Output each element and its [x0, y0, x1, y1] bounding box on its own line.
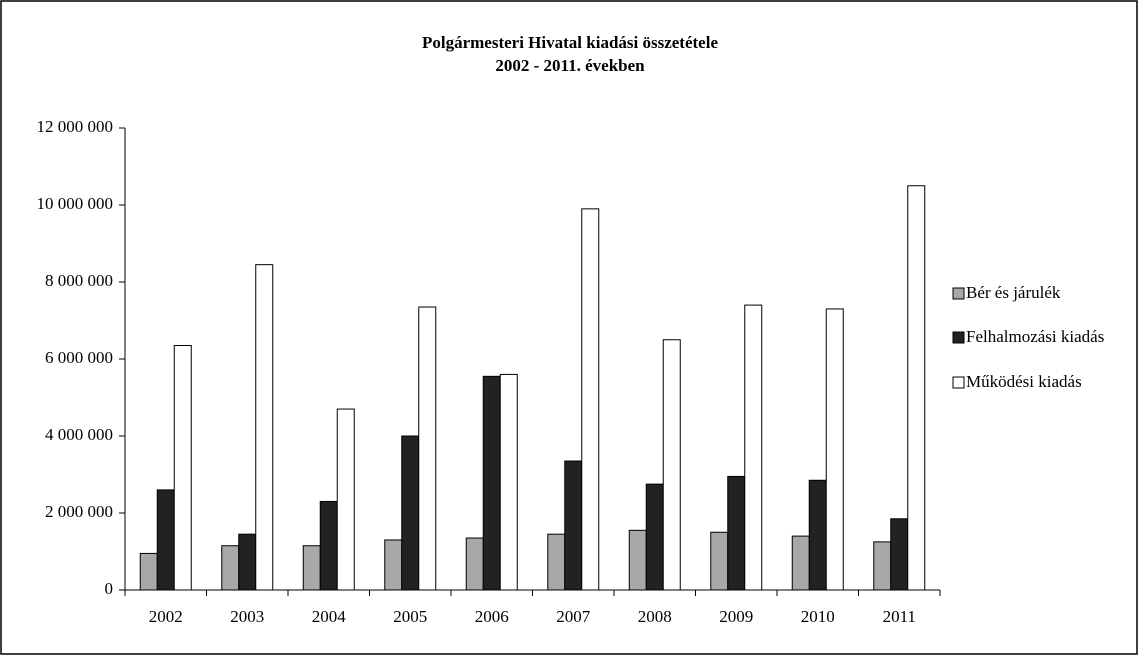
y-tick-label: 12 000 000: [37, 117, 114, 136]
bar: [401, 435, 420, 591]
bar: [791, 535, 810, 591]
bar: [336, 408, 355, 591]
chart-subtitle: 2002 - 2011. években: [495, 56, 645, 75]
x-tick-label: 2006: [475, 607, 509, 626]
bar: [890, 518, 909, 591]
bar: [499, 373, 518, 591]
bar: [907, 185, 926, 591]
y-tick-label: 8 000 000: [45, 271, 113, 290]
bar: [662, 339, 681, 591]
bar: [547, 533, 566, 591]
legend-label: Felhalmozási kiadás: [966, 327, 1104, 346]
bar: [319, 500, 338, 591]
legend-label: Bér és járulék: [966, 283, 1061, 302]
x-tick-label: 2011: [883, 607, 916, 626]
chart-title: Polgármesteri Hivatal kiadási összetétel…: [422, 33, 718, 52]
x-tick-label: 2003: [230, 607, 264, 626]
legend-swatch: [952, 287, 965, 300]
bar: [825, 308, 844, 591]
bar: [727, 475, 746, 591]
y-tick-label: 0: [105, 579, 114, 598]
bar: [564, 460, 583, 591]
x-tick-label: 2005: [393, 607, 427, 626]
legend-swatch: [952, 331, 965, 344]
bar: [238, 533, 257, 591]
x-tick-label: 2009: [719, 607, 753, 626]
x-tick-label: 2010: [801, 607, 835, 626]
legend-swatch: [952, 376, 965, 389]
y-tick-label: 2 000 000: [45, 502, 113, 521]
bar: [302, 545, 321, 591]
bar: [255, 264, 274, 591]
y-tick-label: 10 000 000: [37, 194, 114, 213]
bar: [744, 304, 763, 591]
bar: [873, 541, 892, 591]
y-tick-label: 6 000 000: [45, 348, 113, 367]
x-tick-label: 2002: [149, 607, 183, 626]
bar: [465, 537, 484, 591]
bar: [808, 479, 827, 591]
x-tick-label: 2007: [556, 607, 591, 626]
bar: [418, 306, 437, 591]
bar: [710, 531, 729, 591]
bar: [645, 483, 664, 591]
bar: [482, 375, 501, 591]
bar: [173, 345, 192, 591]
bar: [156, 489, 175, 591]
legend-label: Működési kiadás: [966, 372, 1082, 391]
x-tick-label: 2004: [312, 607, 347, 626]
bar: [581, 208, 600, 591]
y-tick-label: 4 000 000: [45, 425, 113, 444]
bar: [628, 529, 647, 591]
bar: [139, 552, 158, 591]
x-tick-label: 2008: [638, 607, 672, 626]
bar: [384, 539, 403, 591]
bar: [221, 545, 240, 591]
